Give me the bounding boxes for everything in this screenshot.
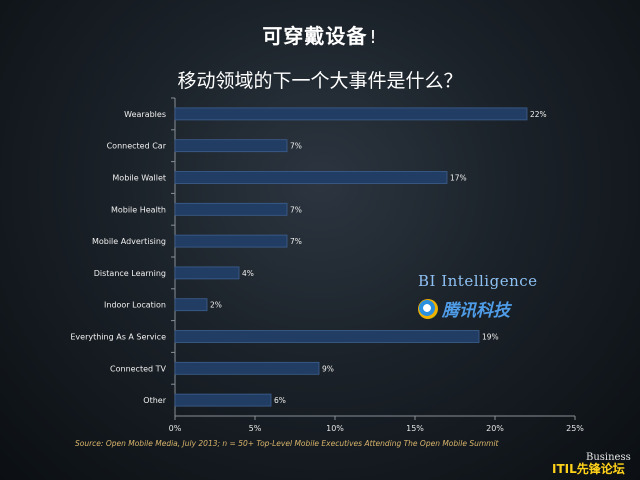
data-label: 7%	[290, 237, 302, 246]
data-label: 17%	[450, 174, 467, 183]
x-tick-label: 5%	[249, 424, 262, 433]
bar	[174, 298, 208, 312]
source-note: Source: Open Mobile Media, July 2013; n …	[75, 439, 499, 448]
x-tick-label: 20%	[486, 424, 504, 433]
data-label: 22%	[530, 110, 547, 119]
category-label: Mobile Advertising	[92, 237, 166, 246]
tencent-logo-text: 腾讯科技	[442, 301, 510, 321]
business-logo: Business	[586, 452, 631, 463]
category-label: Connected Car	[107, 142, 167, 151]
bi-intelligence-logo: BI Intelligence	[418, 272, 538, 290]
bar	[174, 171, 448, 184]
category-label: Everything As A Service	[70, 333, 166, 342]
x-tick-label: 15%	[406, 424, 424, 433]
x-tick-label: 10%	[326, 424, 344, 433]
bar	[174, 330, 480, 343]
tencent-logo-icon	[418, 298, 438, 319]
data-label: 7%	[290, 142, 302, 151]
bar	[174, 393, 272, 407]
category-label: Distance Learning	[94, 269, 166, 278]
category-label: Indoor Location	[104, 301, 166, 310]
bar	[174, 234, 288, 248]
bar	[174, 361, 320, 375]
category-label: Wearables	[124, 110, 166, 119]
data-label: 9%	[322, 364, 334, 373]
data-label: 7%	[290, 205, 302, 214]
slide-title: 可穿戴设备!	[0, 20, 640, 49]
bar	[174, 202, 288, 216]
bar	[174, 139, 288, 153]
chart-title: 移动领域的下一个大事件是什么？	[177, 70, 463, 92]
data-label: 2%	[210, 301, 222, 310]
slide-title-exclaim: !	[369, 27, 378, 48]
bar	[174, 107, 528, 121]
data-label: 6%	[274, 396, 286, 405]
category-label: Mobile Wallet	[112, 174, 166, 183]
x-tick-label: 0%	[169, 424, 182, 433]
data-label: 4%	[242, 269, 254, 278]
category-label: Connected TV	[110, 364, 167, 373]
category-label: Mobile Health	[111, 205, 166, 214]
category-label: Other	[143, 396, 166, 405]
data-label: 19%	[482, 333, 499, 342]
slide-title-text: 可穿戴设备	[262, 24, 368, 48]
bar	[174, 266, 240, 280]
watermark: ITIL先锋论坛	[552, 462, 625, 476]
x-tick-label: 25%	[566, 424, 584, 433]
tencent-logo: 腾讯科技	[418, 296, 510, 321]
